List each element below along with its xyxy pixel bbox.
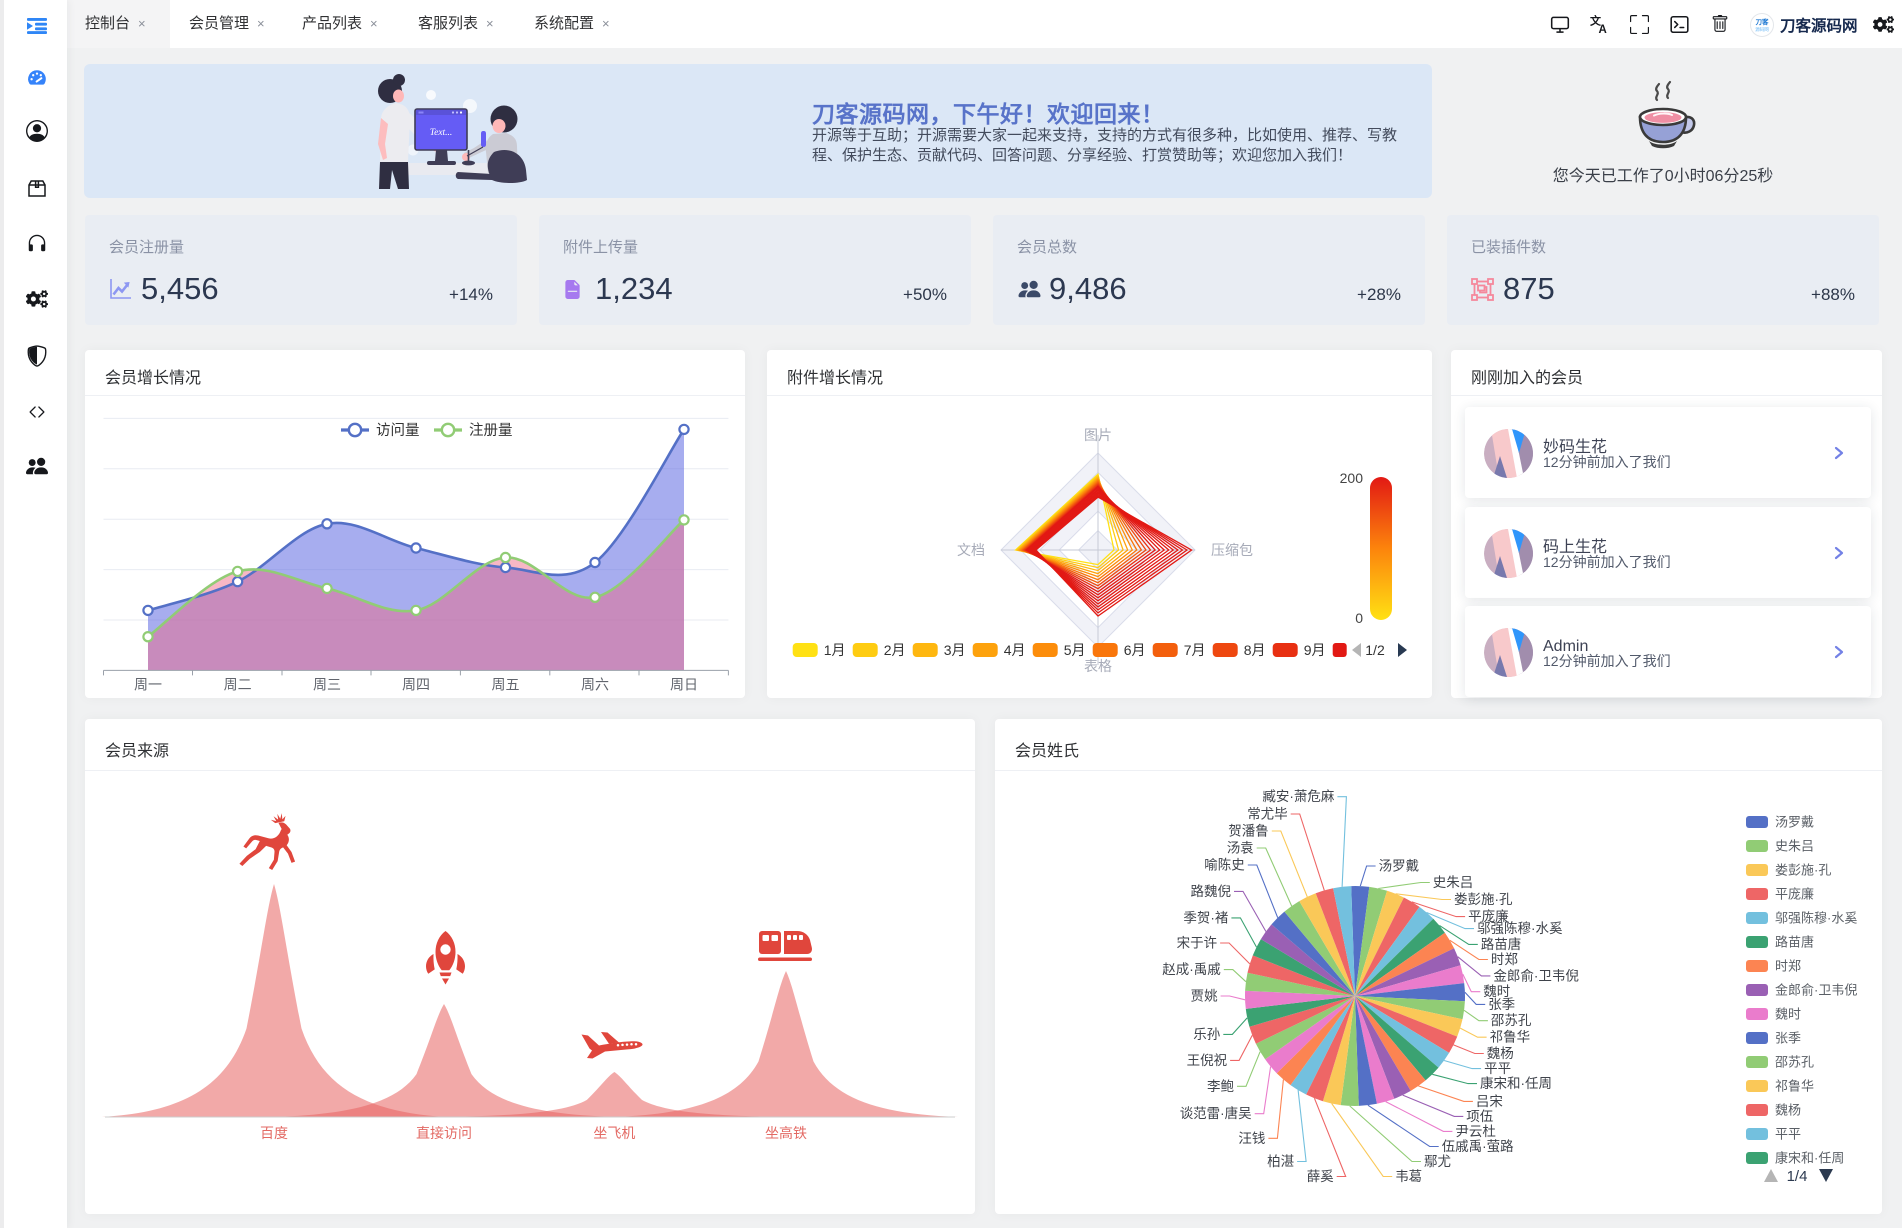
svg-text:1月: 1月 — [824, 642, 846, 658]
svg-text:臧安·萧危麻: 臧安·萧危麻 — [1262, 788, 1334, 804]
svg-text:1/2: 1/2 — [1365, 642, 1385, 658]
svg-text:周四: 周四 — [402, 676, 430, 692]
svg-text:时郑: 时郑 — [1775, 959, 1801, 974]
svg-text:5月: 5月 — [1064, 642, 1086, 658]
svg-text:文: 文 — [1590, 15, 1602, 28]
svg-text:贺潘鲁: 贺潘鲁 — [1228, 824, 1269, 839]
svg-text:4月: 4月 — [1004, 642, 1026, 658]
svg-text:汤罗戴: 汤罗戴 — [1775, 815, 1814, 830]
svg-text:周三: 周三 — [313, 676, 341, 692]
svg-text:季贺·褚: 季贺·褚 — [1183, 910, 1228, 925]
svg-text:史朱吕: 史朱吕 — [1775, 839, 1814, 854]
svg-text:源码网: 源码网 — [1755, 26, 1769, 33]
svg-text:平庞廉: 平庞廉 — [1468, 908, 1509, 924]
svg-text:金郎俞·卫韦倪: 金郎俞·卫韦倪 — [1493, 967, 1579, 983]
svg-text:表格: 表格 — [1084, 658, 1112, 674]
svg-text:直接访问: 直接访问 — [416, 1125, 472, 1141]
svg-text:康宋和·任周: 康宋和·任周 — [1480, 1075, 1552, 1091]
svg-text:坐高铁: 坐高铁 — [765, 1125, 807, 1141]
svg-text:2月: 2月 — [884, 642, 906, 658]
svg-text:娄彭施·孔: 娄彭施·孔 — [1454, 892, 1513, 907]
svg-text:7月: 7月 — [1184, 642, 1206, 658]
svg-text:周二: 周二 — [224, 676, 252, 692]
svg-text:魏时: 魏时 — [1775, 1007, 1801, 1022]
svg-text:张季: 张季 — [1775, 1031, 1801, 1046]
svg-text:伍戚禹·萤路: 伍戚禹·萤路 — [1442, 1139, 1514, 1154]
svg-text:汤罗戴: 汤罗戴 — [1379, 859, 1420, 874]
svg-text:平平: 平平 — [1775, 1127, 1801, 1142]
svg-text:1/4: 1/4 — [1787, 1168, 1808, 1185]
svg-text:周六: 周六 — [581, 676, 609, 692]
svg-text:王倪祝: 王倪祝 — [1187, 1053, 1228, 1068]
svg-text:3月: 3月 — [944, 642, 966, 658]
svg-text:薛奚: 薛奚 — [1307, 1169, 1334, 1184]
svg-text:A: A — [1599, 24, 1607, 34]
svg-text:6月: 6月 — [1124, 642, 1146, 658]
svg-text:时郑: 时郑 — [1491, 952, 1518, 967]
svg-text:9月: 9月 — [1304, 642, 1326, 658]
svg-text:8月: 8月 — [1244, 642, 1266, 658]
svg-text:魏杨: 魏杨 — [1487, 1046, 1514, 1061]
svg-text:柏湛: 柏湛 — [1267, 1154, 1294, 1169]
svg-text:平庞廉: 平庞廉 — [1775, 887, 1814, 902]
svg-text:史朱吕: 史朱吕 — [1433, 875, 1474, 890]
svg-text:赵成·禹戚: 赵成·禹戚 — [1162, 962, 1221, 977]
svg-text:刀客: 刀客 — [1756, 17, 1770, 26]
svg-text:平平: 平平 — [1484, 1061, 1511, 1076]
svg-text:路魏倪: 路魏倪 — [1191, 884, 1232, 899]
svg-text:鄢尤: 鄢尤 — [1424, 1154, 1451, 1169]
svg-text:邵苏孔: 邵苏孔 — [1775, 1055, 1814, 1070]
svg-text:Text...: Text... — [430, 128, 453, 138]
svg-text:娄彭施·孔: 娄彭施·孔 — [1775, 863, 1831, 878]
svg-text:吕宋: 吕宋 — [1476, 1094, 1503, 1109]
svg-text:0: 0 — [1355, 610, 1363, 626]
svg-text:喻陈史: 喻陈史 — [1204, 857, 1245, 873]
svg-text:200: 200 — [1340, 470, 1364, 486]
svg-text:宋于许: 宋于许 — [1177, 936, 1218, 951]
svg-text:康宋和·任周: 康宋和·任周 — [1775, 1151, 1844, 1166]
svg-text:祁鲁华: 祁鲁华 — [1490, 1030, 1531, 1045]
svg-text:图片: 图片 — [1084, 427, 1112, 443]
svg-text:周一: 周一 — [134, 676, 162, 692]
svg-text:项伍: 项伍 — [1466, 1109, 1493, 1124]
svg-text:魏时: 魏时 — [1483, 984, 1510, 999]
svg-text:祁鲁华: 祁鲁华 — [1775, 1079, 1814, 1094]
svg-text:谈范雷·唐吴: 谈范雷·唐吴 — [1180, 1105, 1252, 1121]
svg-text:常尤毕: 常尤毕 — [1247, 807, 1288, 822]
svg-text:金郎俞·卫韦倪: 金郎俞·卫韦倪 — [1775, 983, 1857, 998]
svg-text:乐孙: 乐孙 — [1193, 1027, 1220, 1042]
svg-text:邵苏孔: 邵苏孔 — [1491, 1013, 1532, 1028]
svg-text:路苗唐: 路苗唐 — [1775, 935, 1814, 950]
svg-text:尹云杜: 尹云杜 — [1455, 1124, 1496, 1139]
svg-text:百度: 百度 — [260, 1125, 288, 1141]
svg-text:邬强陈穆·水奚: 邬强陈穆·水奚 — [1477, 920, 1563, 936]
svg-text:文档: 文档 — [957, 542, 985, 558]
svg-text:韦葛: 韦葛 — [1395, 1169, 1422, 1184]
svg-text:魏杨: 魏杨 — [1775, 1103, 1801, 1118]
svg-text:压缩包: 压缩包 — [1211, 542, 1253, 558]
svg-text:邬强陈穆·水奚: 邬强陈穆·水奚 — [1775, 911, 1857, 926]
svg-text:张季: 张季 — [1488, 997, 1515, 1012]
svg-text:汤袁: 汤袁 — [1227, 841, 1254, 856]
svg-text:李鲍: 李鲍 — [1207, 1079, 1234, 1094]
svg-text:访问量: 访问量 — [376, 422, 420, 439]
svg-text:贾姚: 贾姚 — [1191, 989, 1219, 1004]
svg-text:坐飞机: 坐飞机 — [593, 1125, 635, 1141]
svg-text:汪钱: 汪钱 — [1238, 1131, 1265, 1146]
svg-text:注册量: 注册量 — [469, 422, 513, 439]
svg-text:周日: 周日 — [670, 676, 698, 692]
svg-text:周五: 周五 — [492, 676, 520, 692]
svg-text:路苗唐: 路苗唐 — [1481, 936, 1522, 952]
